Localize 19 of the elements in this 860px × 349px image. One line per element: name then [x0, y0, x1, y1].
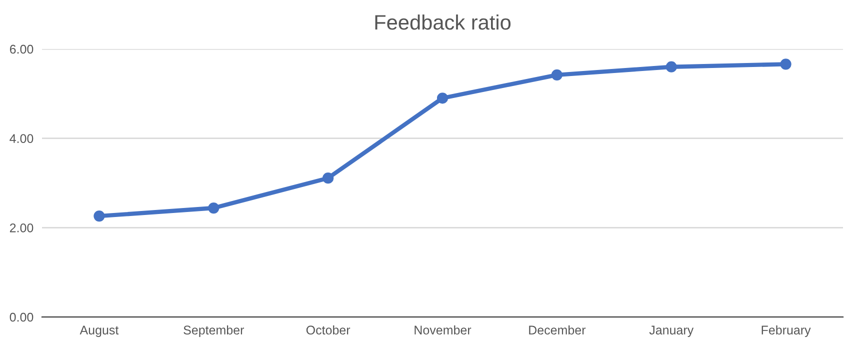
point — [322, 172, 334, 184]
x-tick-label: February — [762, 325, 811, 337]
x-tick-label: August — [80, 326, 119, 337]
point — [780, 58, 792, 70]
x-tick-label: December — [529, 325, 586, 335]
y-tick-label: 4.00 — [10, 134, 34, 143]
x-tick-label: January — [649, 326, 694, 337]
x-tick-label: November — [414, 325, 472, 335]
chart-title: Feedback ratio — [375, 14, 511, 30]
y-tick-label: 0.00 — [10, 312, 34, 322]
y-tick-label: 2.00 — [10, 223, 34, 232]
y-tick-label: 6.00 — [10, 44, 34, 54]
point — [666, 61, 677, 72]
x-tick-label: October — [306, 325, 350, 335]
point — [436, 92, 448, 104]
point — [208, 202, 220, 214]
x-tick-label: September — [184, 325, 244, 337]
point — [94, 210, 105, 222]
point — [551, 69, 562, 80]
